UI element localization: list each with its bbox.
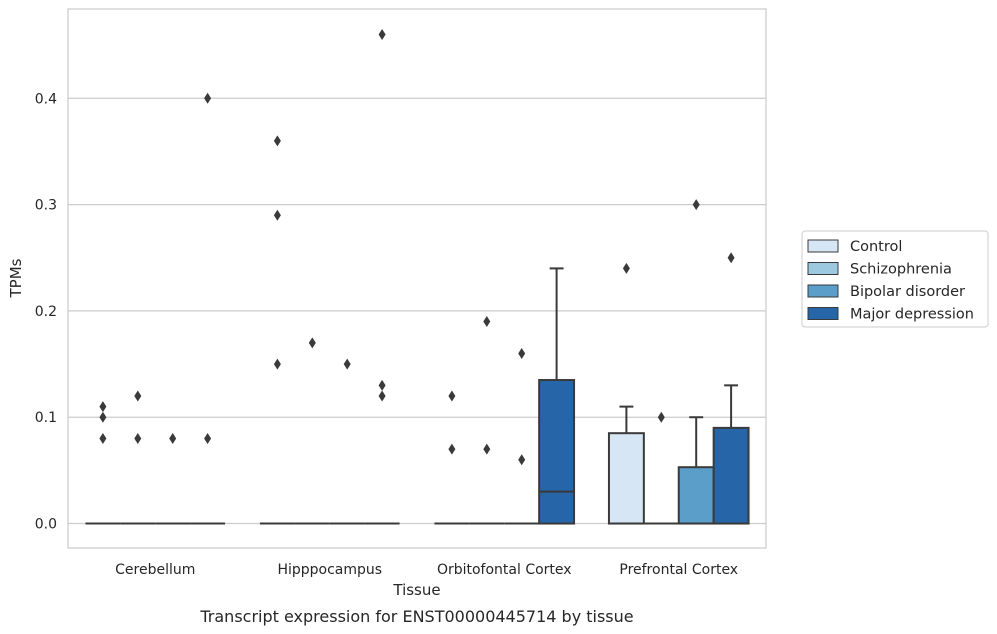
box-bipolar-disorder: [155, 432, 191, 525]
y-axis-label: TPMs: [7, 258, 25, 298]
box-schizophrenia: [294, 337, 330, 525]
outlier-point: [134, 390, 142, 402]
outlier-point: [727, 252, 735, 264]
box-body: [712, 426, 750, 525]
outlier-point: [518, 347, 526, 359]
box-body: [538, 379, 576, 525]
box-schizophrenia: [643, 411, 679, 525]
legend-label: Schizophrenia: [850, 262, 952, 278]
legend-swatch: [807, 262, 839, 275]
outlier-point: [483, 443, 491, 455]
x-axis-label: Tissue: [392, 581, 440, 599]
plot-frame: [67, 8, 767, 549]
box-control: [607, 262, 645, 525]
y-tick-label: 0.1: [35, 410, 57, 426]
y-tick-label: 0.2: [35, 304, 57, 320]
outlier-point: [134, 432, 142, 444]
box-control: [85, 401, 121, 525]
outlier-point: [169, 432, 177, 444]
legend-frame: [801, 230, 989, 328]
outlier-point: [448, 443, 456, 455]
x-tick-label: Orbitofontal Cortex: [437, 562, 572, 578]
box-control: [434, 390, 470, 525]
outlier-point: [99, 432, 107, 444]
box-bipolar-disorder: [329, 358, 365, 525]
legend-label: Major depression: [850, 307, 974, 323]
outlier-point: [657, 411, 665, 423]
x-tick-label: Cerebellum: [115, 562, 195, 578]
outlier-point: [273, 209, 281, 221]
box-major-depression: [190, 92, 226, 525]
box-schizophrenia: [120, 390, 156, 525]
box-plots: [85, 29, 750, 525]
outlier-point: [99, 401, 107, 413]
outlier-point: [204, 432, 212, 444]
y-tick-label: 0.4: [35, 91, 57, 107]
y-axis: 0.0 0.1 0.2 0.3 0.4: [35, 91, 57, 532]
x-tick-label: Prefrontal Cortex: [619, 562, 738, 578]
outlier-point: [483, 316, 491, 328]
outlier-point: [99, 411, 107, 423]
legend: Control Schizophrenia Bipolar disorder Majo…: [801, 230, 989, 328]
outlier-point: [378, 379, 386, 391]
outlier-point: [273, 135, 281, 147]
box-body: [607, 432, 645, 525]
outlier-point: [343, 358, 351, 370]
outlier-point: [378, 29, 386, 41]
legend-label: Control: [850, 239, 902, 255]
y-tick-label: 0.3: [35, 198, 57, 214]
outlier-point: [448, 390, 456, 402]
outlier-point: [692, 199, 700, 211]
outlier-point: [308, 337, 316, 349]
legend-swatch: [807, 307, 839, 320]
legend-swatch: [807, 239, 839, 253]
y-tick-label: 0.0: [35, 517, 57, 533]
box-bipolar-disorder: [504, 347, 540, 525]
chart-title: Transcript expression for ENST0000044571…: [199, 607, 633, 626]
legend-swatch: [807, 284, 839, 298]
grid-lines: [68, 97, 766, 525]
outlier-point: [622, 262, 630, 274]
outlier-point: [378, 390, 386, 402]
box-major-depression: [712, 252, 750, 525]
outlier-point: [273, 358, 281, 370]
x-axis: Cerebellum Hipppocampus Orbitofontal Corte…: [115, 562, 738, 578]
box-bipolar-disorder: [677, 199, 715, 525]
box-control: [259, 135, 295, 525]
box-major-depression: [364, 29, 400, 525]
x-tick-label: Hipppocampus: [277, 562, 382, 578]
box-schizophrenia: [469, 316, 505, 525]
legend-label: Bipolar disorder: [850, 284, 965, 300]
box-body: [677, 466, 715, 525]
box-major-depression: [538, 267, 576, 525]
outlier-point: [204, 92, 212, 104]
outlier-point: [518, 454, 526, 466]
